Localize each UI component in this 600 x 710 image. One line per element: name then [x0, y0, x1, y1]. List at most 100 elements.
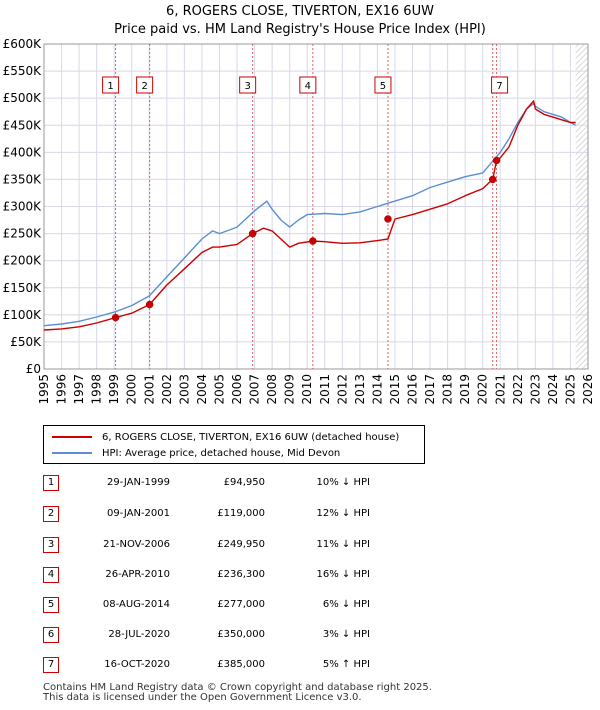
y-tick-label: £350K [3, 172, 43, 186]
x-tick-label: 2002 [160, 374, 174, 405]
price-chart: £0 £50K £100K £150K £200K £250K £300K £350K £400… [3, 37, 595, 405]
x-tick-label: 2024 [546, 374, 560, 405]
tx-number-badge: 1 [43, 475, 59, 491]
attribution-footer: Contains HM Land Registry data © Crown c… [43, 683, 432, 703]
x-tick-label: 2021 [493, 374, 507, 405]
x-tick-label: 2018 [441, 374, 455, 405]
x-tick-label: 2012 [335, 374, 349, 405]
x-tick-label: 2003 [177, 374, 191, 405]
transaction-badge-box [102, 76, 120, 94]
transaction-point [145, 300, 154, 309]
legend-label-price: 6, ROGERS CLOSE, TIVERTON, EX16 6UW (det… [102, 431, 400, 443]
table-row: 6 28-JUL-2020 £350,000 3% ↓ HPI [0, 626, 600, 646]
y-tick-label: £400K [3, 145, 43, 159]
x-tick-label: 2017 [423, 374, 437, 405]
y-tick-label: £450K [3, 118, 43, 132]
x-tick-label: 1997 [72, 374, 86, 405]
transaction-badge-box [491, 76, 509, 94]
tx-number-badge: 4 [43, 567, 59, 583]
legend-swatch-price [52, 436, 92, 438]
tx-date: 28-JUL-2020 [108, 629, 170, 640]
transaction-badge-box [299, 76, 317, 94]
x-tick-label: 2007 [248, 374, 262, 405]
tx-hpi-relation: 11% ↓ HPI [316, 539, 370, 550]
x-tick-label: 2000 [125, 374, 139, 405]
x-tick-label: 1998 [90, 374, 104, 405]
y-tick-label: £100K [3, 308, 43, 322]
x-tick-label: 2001 [142, 374, 156, 405]
table-row: 3 21-NOV-2006 £249,950 11% ↓ HPI [0, 536, 600, 556]
price-series-line [43, 100, 576, 331]
x-tick-label: 2015 [388, 374, 402, 405]
tx-hpi-relation: 10% ↓ HPI [316, 477, 370, 488]
tx-hpi-relation: 5% ↑ HPI [322, 659, 370, 670]
chart-legend: 6, ROGERS CLOSE, TIVERTON, EX16 6UW (det… [43, 425, 425, 464]
x-tick-label: 2008 [265, 374, 279, 405]
transaction-point [111, 313, 120, 322]
x-tick-label: 2019 [458, 374, 472, 405]
x-tick-label: 2013 [353, 374, 367, 405]
tx-price: £236,300 [217, 569, 265, 580]
transaction-badge-label: 3 [244, 81, 250, 92]
table-row: 4 26-APR-2010 £236,300 16% ↓ HPI [0, 566, 600, 586]
y-tick-label: £300K [3, 200, 43, 214]
x-tick-label: 2020 [476, 374, 490, 405]
x-tick-label: 2004 [195, 374, 209, 405]
table-row: 1 29-JAN-1999 £94,950 10% ↓ HPI [0, 474, 600, 494]
x-tick-label: 2009 [283, 374, 297, 405]
transaction-point [384, 215, 392, 223]
tx-number-badge: 3 [43, 537, 59, 553]
y-tick-label: £200K [3, 254, 43, 268]
transaction-badge-box [239, 76, 257, 94]
tx-date: 26-APR-2010 [105, 569, 170, 580]
transaction-badge-label: 5 [380, 81, 386, 92]
transaction-point [248, 229, 257, 238]
legend-item-hpi: HPI: Average price, detached house, Mid … [52, 446, 340, 460]
transaction-point [309, 237, 317, 245]
transaction-badge-box [136, 76, 154, 94]
x-tick-label: 2010 [300, 374, 314, 405]
x-tick-label: 2026 [581, 374, 595, 405]
tx-date: 09-JAN-2001 [106, 508, 170, 519]
legend-label-hpi: HPI: Average price, detached house, Mid … [102, 447, 341, 459]
tx-price: £385,000 [217, 659, 265, 670]
transaction-badge-box [374, 76, 392, 94]
y-tick-label: £250K [3, 227, 43, 241]
chart-title: 6, ROGERS CLOSE, TIVERTON, EX16 6UW [166, 4, 434, 19]
tx-hpi-relation: 3% ↓ HPI [322, 629, 370, 640]
attribution-line-1: Contains HM Land Registry data © Crown c… [43, 682, 432, 693]
x-tick-label: 1999 [107, 374, 121, 405]
x-tick-label: 2022 [511, 374, 525, 405]
y-tick-label: £600K [3, 37, 43, 51]
x-tick-label: 2014 [370, 374, 384, 405]
tx-number-badge: 6 [43, 627, 59, 643]
transaction-badge-label: 7 [496, 81, 502, 92]
table-row: 2 09-JAN-2001 £119,000 12% ↓ HPI [0, 505, 600, 525]
tx-date: 08-AUG-2014 [102, 599, 170, 610]
tx-price: £94,950 [223, 477, 265, 488]
tx-number-badge: 5 [43, 597, 59, 613]
tx-price: £249,950 [217, 539, 265, 550]
y-tick-label: £150K [3, 281, 43, 295]
transaction-badge-label: 1 [107, 81, 113, 92]
y-tick-label: £550K [3, 64, 43, 78]
transaction-point [492, 156, 501, 165]
transaction-badge-label: 4 [305, 81, 311, 92]
transaction-badge-label: 2 [141, 81, 147, 92]
table-row: 5 08-AUG-2014 £277,000 6% ↓ HPI [0, 596, 600, 616]
tx-date: 16-OCT-2020 [104, 659, 170, 670]
attribution-line-2: This data is licensed under the Open Gov… [43, 692, 362, 703]
x-tick-label: 2016 [406, 374, 420, 405]
tx-price: £119,000 [217, 508, 265, 519]
tx-date: 29-JAN-1999 [106, 477, 170, 488]
y-tick-label: £0 [26, 362, 41, 376]
transaction-point [488, 175, 497, 184]
tx-price: £350,000 [217, 629, 265, 640]
y-tick-label: £500K [3, 91, 43, 105]
x-tick-label: 2023 [528, 374, 542, 405]
chart-subtitle: Price paid vs. HM Land Registry's House … [114, 22, 486, 37]
x-tick-label: 2006 [230, 374, 244, 405]
table-row: 7 16-OCT-2020 £385,000 5% ↑ HPI [0, 656, 600, 676]
legend-swatch-hpi [52, 452, 92, 454]
x-tick-label: 1995 [37, 374, 51, 405]
